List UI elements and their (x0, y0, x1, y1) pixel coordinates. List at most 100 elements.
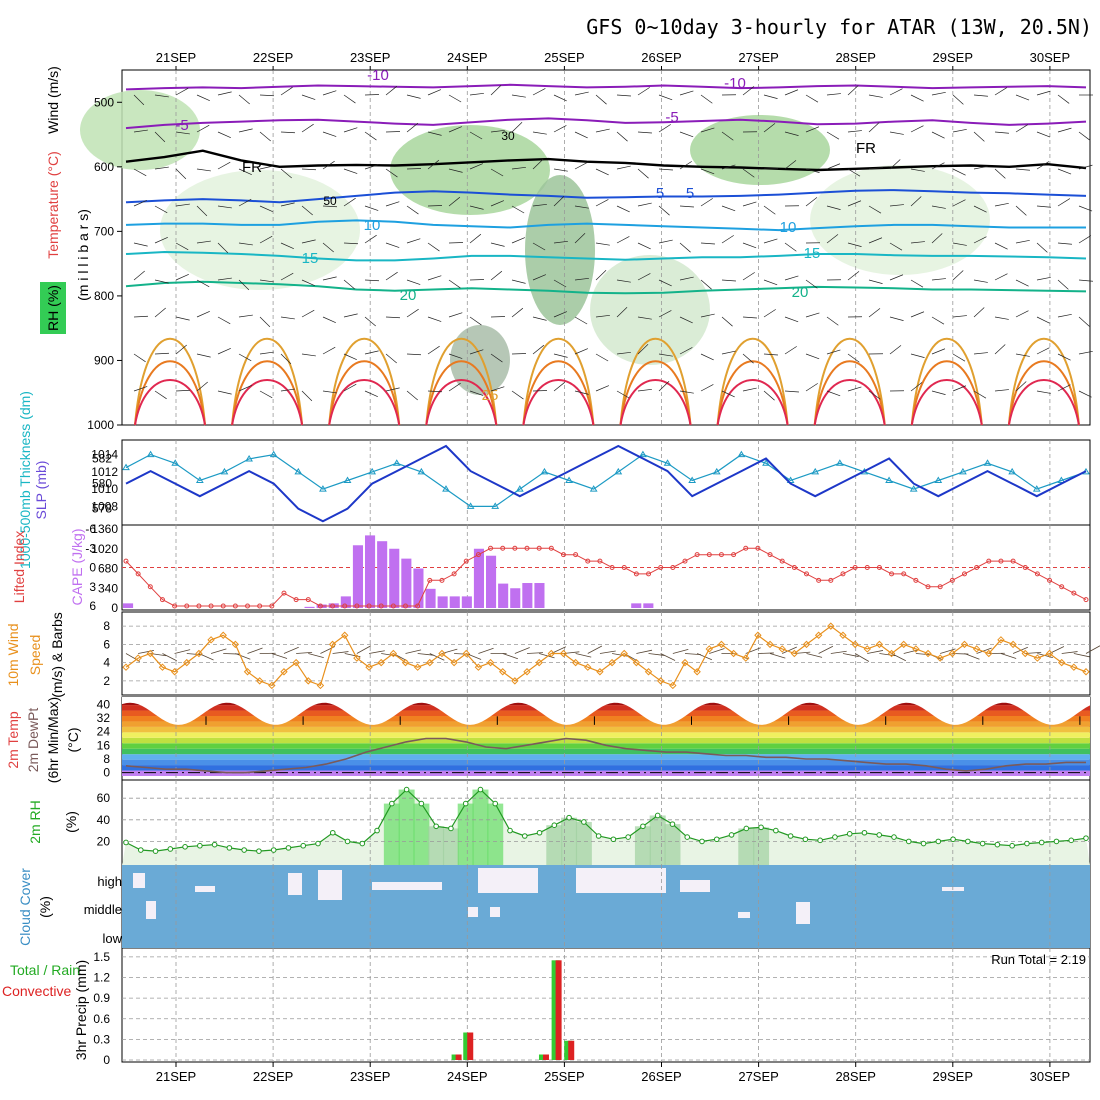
wind-barb (952, 199, 966, 207)
wind-barb (427, 89, 442, 96)
warm-isotherm-arc (813, 338, 886, 426)
wind-barb (343, 94, 356, 104)
wind-barb (784, 160, 797, 170)
rh-marker (979, 840, 986, 847)
wind-barb (1015, 124, 1029, 133)
lifted-index-marker (937, 584, 943, 590)
lifted-index-marker (366, 603, 372, 609)
wind-barb (154, 131, 166, 143)
wind-barb (889, 242, 903, 251)
wind-speed-marker (754, 631, 762, 639)
lifted-index-marker (646, 571, 652, 577)
rh-marker (477, 786, 484, 793)
wind-barb (553, 311, 568, 318)
wind-barb (301, 205, 313, 216)
warm-isotherm-arc (910, 338, 983, 426)
wind-barb (973, 131, 985, 142)
rh-shading (590, 255, 710, 365)
rh-contour-label: 50 (323, 194, 337, 208)
wind-speed-marker (535, 658, 543, 667)
lifted-index-marker (706, 552, 712, 558)
wind-barb (826, 163, 841, 170)
warm-isotherm-arc (425, 360, 498, 426)
lifted-index-marker (451, 571, 457, 577)
wind-barb (133, 129, 148, 133)
run-total-annotation: Run Total = 2.19 (991, 952, 1086, 967)
wind-speed-marker (681, 658, 689, 667)
isotherm-label: 20 (792, 284, 809, 301)
warm-isotherm-arc (1007, 338, 1080, 426)
wind-barb (574, 390, 589, 395)
wind-barb (931, 91, 946, 96)
wind-barb (427, 242, 440, 252)
wind-barb (910, 94, 924, 102)
lifted-index-marker (925, 584, 931, 590)
slp-marker (442, 485, 450, 492)
lifted-index-marker (1083, 597, 1089, 603)
rh-marker (965, 838, 971, 845)
wind-barb (595, 199, 609, 207)
wind-barb (700, 198, 713, 207)
wind-barb (301, 94, 316, 100)
wind-barb (196, 124, 210, 133)
lifted-index-axis-label: Lifted Index (11, 531, 27, 603)
wind-barb (301, 239, 316, 244)
wind-barb (1057, 384, 1071, 392)
wind-barb (637, 344, 649, 355)
wind-barb (490, 386, 505, 392)
slp-marker (959, 467, 967, 475)
wind-barb (868, 237, 883, 244)
wind-barb (322, 131, 337, 137)
slp-tick-label: 1012 (91, 465, 118, 479)
wind-barb-10m (587, 645, 603, 654)
wind-barb (763, 205, 776, 215)
wind-barb (532, 316, 547, 321)
wind-barb (280, 131, 295, 134)
lifted-index-marker (512, 545, 518, 551)
wind-barb (406, 238, 421, 244)
wind-barb-10m (1061, 651, 1078, 654)
precip-tick-label: 1.5 (93, 950, 110, 964)
wind-barb (1057, 242, 1072, 245)
wind-barb (679, 347, 693, 355)
rh-shading (810, 165, 990, 275)
slp-marker (417, 467, 426, 475)
wind-barb (994, 131, 1009, 134)
wind-barb (532, 274, 547, 281)
wind-barb (469, 316, 482, 326)
precip-tick-label: 0 (103, 1053, 110, 1067)
wind-barb (931, 316, 945, 325)
cape-bar (413, 568, 424, 608)
wind-barb (637, 131, 652, 134)
wind10-unit-label: (m/s) & Barbs (49, 612, 65, 698)
wind-speed-marker (158, 663, 167, 671)
isotherm-label: -5 (175, 117, 188, 134)
wind-barb-10m (308, 653, 324, 659)
panel-frame-wind (121, 611, 1091, 696)
temp-tick-label: 40 (97, 697, 111, 711)
wind-barb (805, 312, 820, 318)
wind-barb (931, 348, 946, 355)
wind-barb (679, 390, 694, 394)
lifted-index-marker (184, 603, 190, 609)
wind-barb (217, 390, 232, 395)
wind-barb-10m (271, 653, 288, 659)
wind-barb (448, 312, 463, 318)
wind-barb (658, 310, 672, 318)
wind-barb (637, 168, 649, 179)
wind-barb-10m (940, 648, 956, 654)
wind-barb (742, 86, 755, 96)
wind-barb (973, 236, 987, 244)
temperature-band (122, 754, 1090, 760)
wind-barb (616, 131, 628, 142)
wind-barb (994, 242, 1008, 250)
wind-speed-marker (195, 649, 203, 658)
wind-barb (931, 233, 943, 244)
wind-barb (637, 202, 652, 207)
wind-barb (952, 270, 964, 281)
rh-marker (389, 800, 395, 807)
wind-barb-10m (696, 653, 713, 661)
wind-speed-marker (328, 640, 337, 649)
wind-barb (469, 163, 484, 170)
wind-barb-10m (502, 653, 518, 660)
